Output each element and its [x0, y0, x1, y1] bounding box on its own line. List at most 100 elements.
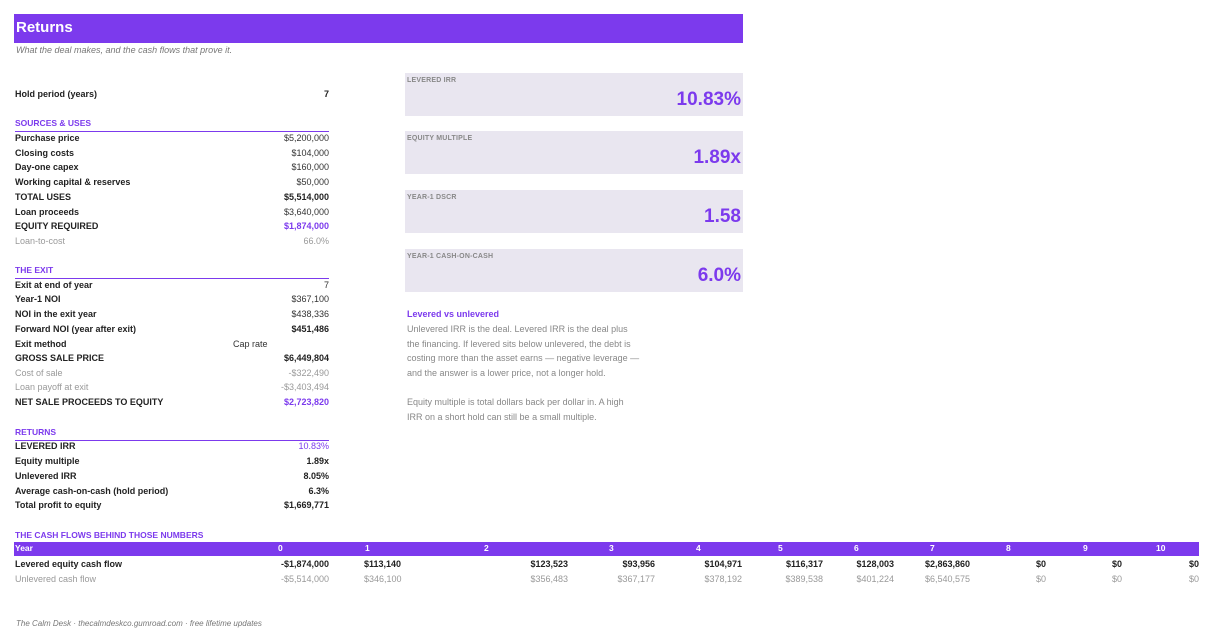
row-label: Closing costs — [15, 148, 75, 158]
kpi-label: YEAR-1 CASH-ON-CASH — [407, 253, 494, 260]
unlevered-cf-label: Unlevered cash flow — [15, 574, 97, 584]
footer: The Calm Desk · thecalmdeskco.gumroad.co… — [16, 619, 262, 628]
unlevered-cf-value: $401,224 — [856, 574, 894, 584]
title-bar: Returns — [14, 14, 743, 43]
page-title: Returns — [16, 19, 73, 36]
levered-cf-value: -$1,874,000 — [280, 559, 329, 569]
closing-costs-row: Closing costs $104,000 — [15, 148, 329, 162]
equity-multiple-row: Equity multiple 1.89x — [15, 456, 329, 470]
kpi-value: 6.0% — [697, 265, 741, 286]
note-line: Equity multiple is total dollars back pe… — [407, 397, 624, 407]
year-header: 10 — [1156, 543, 1166, 553]
row-label: GROSS SALE PRICE — [15, 353, 105, 363]
loan-proceeds-row: Loan proceeds $3,640,000 — [15, 207, 329, 221]
row-value[interactable]: $50,000 — [296, 177, 329, 187]
loan-payoff-row: Loan payoff at exit -$3,403,494 — [15, 382, 329, 396]
day-one-capex-row: Day-one capex $160,000 — [15, 162, 329, 176]
unlevered-cf-value: $0 — [1111, 574, 1122, 584]
loan-to-cost-row: Loan-to-cost 66.0% — [15, 236, 329, 250]
row-label: Exit method — [15, 339, 67, 349]
year-header: 0 — [278, 543, 283, 553]
avg-cash-on-cash-row: Average cash-on-cash (hold period) 6.3% — [15, 486, 329, 500]
row-value[interactable]: 7 — [323, 280, 329, 290]
year-header-label: Year — [15, 543, 33, 553]
kpi-label: YEAR-1 DSCR — [407, 194, 457, 201]
gross-sale-price-row: GROSS SALE PRICE $6,449,804 — [15, 353, 329, 367]
kpi-equity-multiple: EQUITY MULTIPLE 1.89x — [405, 131, 743, 174]
kpi-label: LEVERED IRR — [407, 77, 457, 84]
year-header: 2 — [484, 543, 489, 553]
exit-year-row: Exit at end of year 7 — [15, 280, 329, 294]
row-label: Average cash-on-cash (hold period) — [15, 486, 169, 496]
row-value: 6.3% — [308, 486, 329, 496]
hold-period-row: Hold period (years) 7 — [15, 89, 329, 103]
row-label: Unlevered IRR — [15, 471, 77, 481]
row-label: Year-1 NOI — [15, 294, 61, 304]
purchase-price-row: Purchase price $5,200,000 — [15, 133, 329, 147]
year-header: 6 — [854, 543, 859, 553]
row-label: Total profit to equity — [15, 500, 102, 510]
levered-cf-value: $2,863,860 — [924, 559, 970, 569]
total-uses-row: TOTAL USES $5,514,000 — [15, 192, 329, 206]
equity-required-row: EQUITY REQUIRED $1,874,000 — [15, 221, 329, 235]
forward-noi-row: Forward NOI (year after exit) $451,486 — [15, 324, 329, 338]
year-header: 5 — [778, 543, 783, 553]
row-value: $367,100 — [291, 294, 329, 304]
levered-irr-row: LEVERED IRR 10.83% — [15, 441, 329, 455]
exit-method-select[interactable]: Cap rate — [233, 339, 268, 349]
row-label: Day-one capex — [15, 162, 79, 172]
year-header: 7 — [930, 543, 935, 553]
kpi-dscr: YEAR-1 DSCR 1.58 — [405, 190, 743, 233]
row-label: Loan-to-cost — [15, 236, 66, 246]
row-value: 66.0% — [303, 236, 329, 246]
row-value[interactable]: $104,000 — [291, 148, 329, 158]
levered-cf-value: $0 — [1111, 559, 1122, 569]
returns-header: RETURNS — [15, 427, 329, 441]
hold-period-value[interactable]: 7 — [323, 89, 329, 99]
unlevered-cf-value: $0 — [1188, 574, 1199, 584]
row-value[interactable]: $160,000 — [291, 162, 329, 172]
row-value: $451,486 — [291, 324, 329, 334]
row-value[interactable]: $5,200,000 — [283, 133, 329, 143]
row-label: Cost of sale — [15, 368, 63, 378]
year-header: 3 — [609, 543, 614, 553]
levered-cf-value: $104,971 — [704, 559, 742, 569]
levered-cf-value: $0 — [1035, 559, 1046, 569]
row-label: TOTAL USES — [15, 192, 72, 202]
levered-cf-label: Levered equity cash flow — [15, 559, 123, 569]
note-line: costing more than the asset earns — nega… — [407, 353, 640, 363]
note-line: Unlevered IRR is the deal. Levered IRR i… — [407, 324, 628, 334]
page-subtitle: What the deal makes, and the cash flows … — [16, 45, 233, 55]
year-header: 4 — [696, 543, 701, 553]
unlevered-cf-value: $356,483 — [530, 574, 568, 584]
kpi-levered-irr: LEVERED IRR 10.83% — [405, 73, 743, 116]
working-capital-row: Working capital & reserves $50,000 — [15, 177, 329, 191]
cashflows-header: THE CASH FLOWS BEHIND THOSE NUMBERS — [15, 530, 204, 540]
year-header: 9 — [1083, 543, 1088, 553]
cashflows-header-row: Year 0 1 2 3 4 5 6 7 8 9 10 — [14, 542, 1199, 556]
unlevered-irr-row: Unlevered IRR 8.05% — [15, 471, 329, 485]
row-value: 1.89x — [306, 456, 329, 466]
row-value: -$3,403,494 — [280, 382, 329, 392]
row-value: $1,669,771 — [283, 500, 329, 510]
unlevered-cf-value: $0 — [1035, 574, 1046, 584]
levered-cf-value: $123,523 — [530, 559, 568, 569]
net-sale-proceeds-row: NET SALE PROCEEDS TO EQUITY $2,723,820 — [15, 397, 329, 411]
row-label: Loan payoff at exit — [15, 382, 89, 392]
exit-method-row: Exit method Cap rate — [15, 339, 329, 353]
row-value: 10.83% — [298, 441, 329, 451]
row-label: Working capital & reserves — [15, 177, 131, 187]
note-line: the financing. If levered sits below unl… — [407, 339, 631, 349]
kpi-value: 1.58 — [704, 206, 741, 227]
exit-header: THE EXIT — [15, 265, 329, 279]
levered-cf-value: $93,956 — [622, 559, 655, 569]
row-value: $6,449,804 — [283, 353, 329, 363]
unlevered-cf-value: $6,540,575 — [924, 574, 970, 584]
row-label: LEVERED IRR — [15, 441, 76, 451]
levered-cf-value: $113,140 — [364, 559, 402, 569]
unlevered-cf-value: $346,100 — [364, 574, 402, 584]
cost-of-sale-row: Cost of sale -$322,490 — [15, 368, 329, 382]
kpi-label: EQUITY MULTIPLE — [407, 135, 473, 142]
row-label: EQUITY REQUIRED — [15, 221, 99, 231]
note-line: and the answer is a lower price, not a l… — [407, 368, 606, 378]
